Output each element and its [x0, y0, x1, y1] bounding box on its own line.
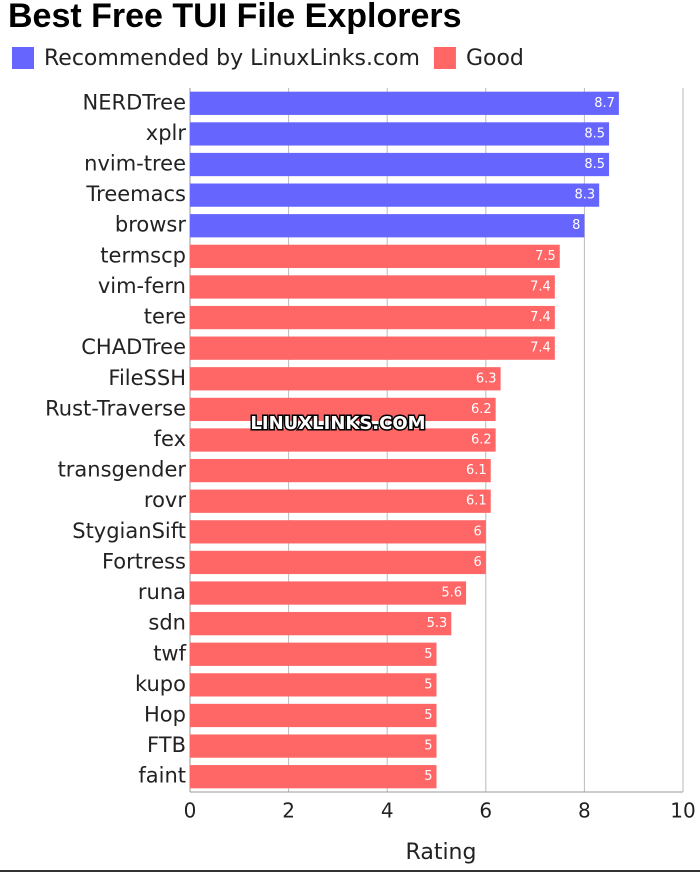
y-tick-label: browsr: [115, 213, 186, 237]
bar: [190, 91, 619, 115]
value-label: 6.3: [476, 371, 497, 386]
y-tick-label: nvim-tree: [84, 152, 186, 176]
bar: [190, 581, 467, 605]
bar: [190, 244, 560, 268]
bar: [190, 122, 610, 146]
value-label: 5: [424, 739, 432, 754]
value-label: 6.2: [471, 433, 492, 448]
bar: [190, 428, 496, 452]
bar: [190, 275, 555, 299]
y-tick-label: Fortress: [102, 549, 186, 573]
value-label: 8.5: [584, 126, 605, 141]
y-tick-label: sdn: [148, 611, 186, 635]
y-tick-label: vim-fern: [98, 274, 186, 298]
legend-swatch: [433, 47, 456, 69]
bar: [190, 397, 496, 422]
value-label: 7.4: [530, 310, 551, 325]
y-tick-label: Treemacs: [85, 182, 186, 206]
value-label: 5: [424, 647, 432, 662]
value-label: 5: [424, 708, 432, 723]
value-label: 8.3: [575, 188, 596, 203]
bar: [190, 673, 437, 697]
value-label: 5: [424, 769, 432, 784]
value-label: 5: [424, 677, 432, 692]
y-tick-label: FTB: [147, 733, 186, 757]
value-label: 6: [474, 524, 482, 539]
value-label: 7.4: [530, 341, 551, 356]
y-tick-label: fex: [154, 427, 186, 451]
legend-label: Recommended by LinuxLinks.com: [44, 46, 420, 71]
bar: [190, 765, 437, 789]
value-label: 7.4: [530, 279, 551, 294]
x-tick-label: 2: [282, 799, 295, 823]
y-tick-label: FileSSH: [108, 366, 186, 390]
y-tick-label: xplr: [146, 121, 187, 145]
watermark: LINUXLINKS.COM: [250, 413, 425, 434]
y-tick-label: Rust-Traverse: [45, 396, 186, 420]
y-tick-label: tere: [144, 305, 186, 329]
x-tick-label: 0: [184, 799, 197, 823]
x-tick-label: 8: [578, 799, 591, 823]
value-label: 8.7: [594, 96, 615, 111]
y-tick-label: runa: [138, 580, 186, 604]
y-tick-label: CHADTree: [81, 335, 186, 359]
bar: [190, 489, 491, 513]
bar: [190, 612, 452, 636]
bar: [190, 734, 437, 758]
bar: [190, 703, 437, 728]
x-tick-label: 6: [479, 799, 492, 823]
x-axis-label: Rating: [406, 840, 477, 865]
y-tick-label: faint: [138, 764, 186, 788]
bar: [190, 214, 585, 238]
bar: [190, 458, 491, 483]
bar: [190, 367, 501, 391]
value-label: 6.2: [471, 402, 492, 417]
value-label: 6.1: [466, 494, 487, 509]
value-label: 5.3: [427, 616, 448, 631]
bar: [190, 183, 600, 207]
legend-label: Good: [466, 46, 524, 71]
y-tick-label: StygianSift: [72, 519, 186, 543]
legend-swatch: [12, 47, 34, 69]
y-tick-label: rovr: [144, 488, 186, 512]
value-label: 6.1: [466, 463, 487, 478]
value-label: 5.6: [441, 586, 462, 601]
y-tick-label: transgender: [58, 458, 187, 482]
bar: [190, 520, 486, 544]
value-label: 7.5: [535, 249, 556, 264]
x-tick-label: 4: [381, 799, 394, 823]
value-label: 6: [474, 555, 482, 570]
y-tick-label: Hop: [144, 702, 186, 726]
bar: [190, 152, 610, 177]
chart-title: Best Free TUI File Explorers: [8, 0, 462, 35]
x-tick-label: 10: [670, 799, 695, 823]
bar: [190, 336, 555, 360]
value-label: 8.5: [584, 157, 605, 172]
value-label: 8: [572, 218, 580, 233]
bar: [190, 305, 555, 330]
y-tick-label: NERDTree: [83, 90, 187, 114]
bar: [190, 550, 486, 575]
y-tick-label: twf: [153, 641, 186, 665]
y-tick-label: kupo: [135, 672, 186, 696]
y-tick-label: termscp: [100, 243, 186, 267]
bar: [190, 642, 437, 666]
